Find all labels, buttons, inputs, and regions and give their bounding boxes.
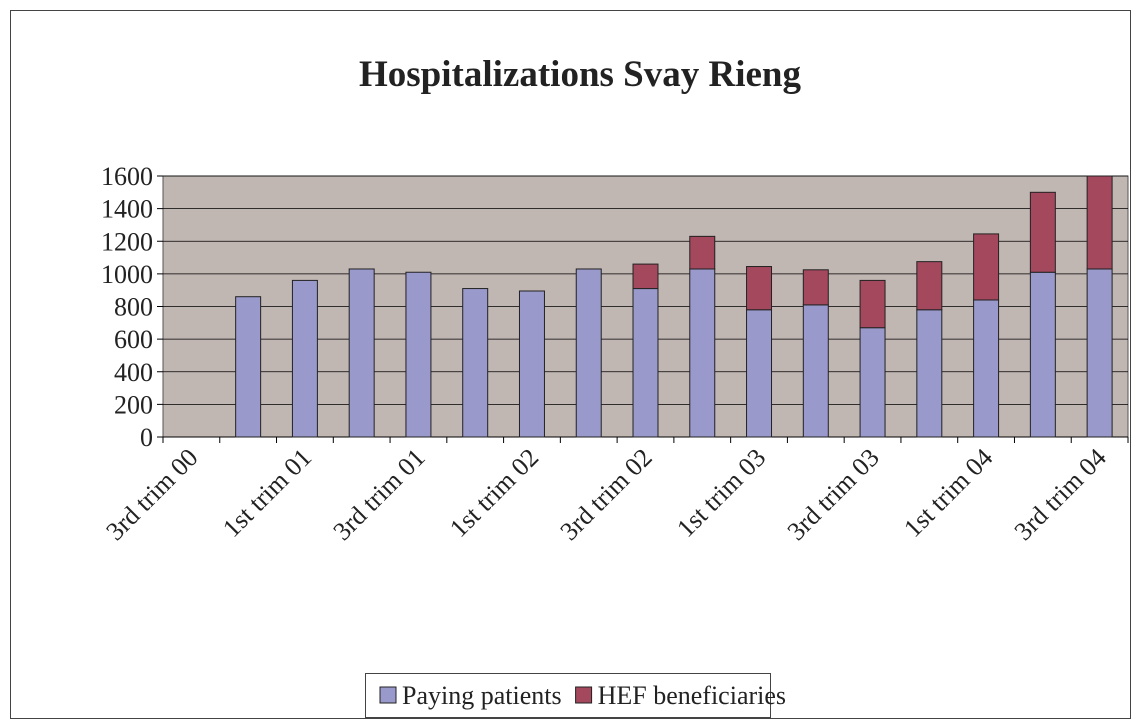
bar	[973, 233, 1000, 301]
y-tick-label: 1000	[101, 260, 153, 289]
bar	[859, 279, 886, 329]
legend-label: HEF beneficiaries	[598, 681, 786, 710]
y-tick-label: 200	[114, 390, 153, 419]
bar	[973, 299, 1000, 438]
y-tick-label: 1400	[101, 195, 153, 224]
y-tick-label: 800	[114, 293, 153, 322]
chart-title: Hospitalizations Svay Rieng	[359, 54, 801, 95]
bar	[1086, 268, 1113, 438]
y-tick-label: 0	[140, 423, 153, 452]
bar	[802, 269, 829, 306]
bar	[916, 309, 943, 438]
bar	[746, 266, 773, 311]
bar	[1086, 175, 1113, 270]
bar	[689, 235, 716, 270]
y-tick-label: 400	[114, 358, 153, 387]
bar	[1029, 271, 1056, 438]
bar	[632, 288, 659, 438]
legend-swatch	[575, 686, 593, 704]
bar	[235, 296, 262, 438]
bar	[859, 327, 886, 438]
legend-label: Paying patients	[402, 681, 562, 710]
y-tick-label: 1200	[101, 227, 153, 256]
bar	[518, 290, 545, 438]
legend-box	[365, 673, 771, 718]
bar	[689, 268, 716, 438]
bar	[802, 304, 829, 438]
bar	[348, 268, 375, 438]
bar	[575, 268, 602, 438]
bar	[1029, 191, 1056, 273]
bar	[916, 261, 943, 311]
bar	[746, 309, 773, 438]
legend-swatch	[379, 686, 397, 704]
y-tick-label: 600	[114, 325, 153, 354]
bar	[291, 279, 318, 438]
bar	[632, 263, 659, 290]
bar	[405, 271, 432, 438]
y-tick-label: 1600	[101, 162, 153, 191]
bar	[462, 288, 489, 438]
legend: Paying patients HEF beneficiaries	[365, 673, 786, 718]
